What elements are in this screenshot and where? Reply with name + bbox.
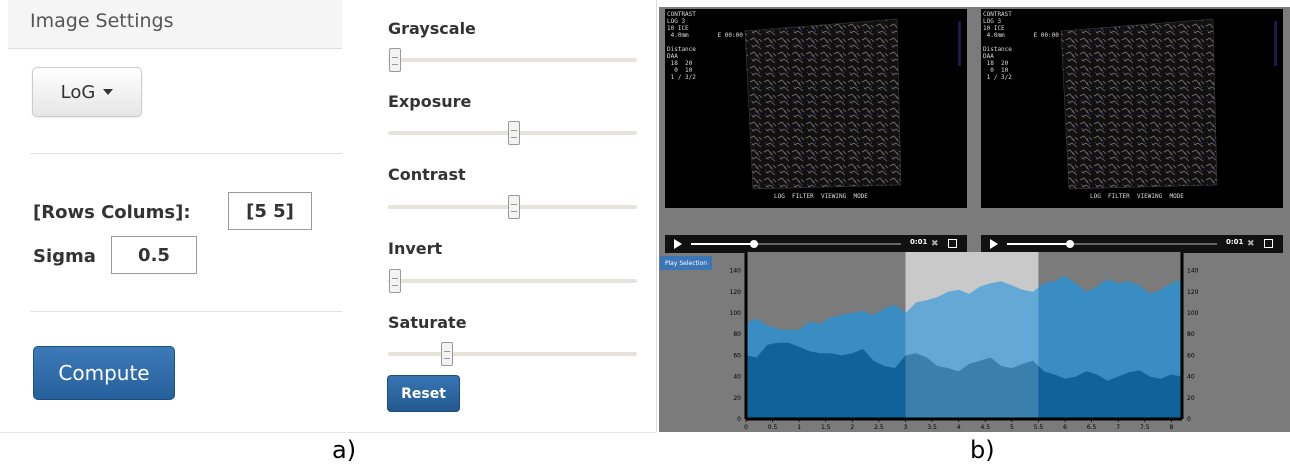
- time-display: 0:01: [1226, 238, 1244, 246]
- saturate-label: Saturate: [388, 313, 467, 332]
- divider: [30, 153, 342, 154]
- y-tick-label-left: 40: [733, 374, 741, 381]
- time-display: 0:01: [910, 238, 928, 246]
- contrast-slider-thumb[interactable]: [507, 195, 520, 219]
- x-tick-label: 3.5: [927, 424, 937, 431]
- play-icon[interactable]: [674, 239, 682, 249]
- seek-fill: [1007, 243, 1070, 245]
- seek-handle[interactable]: [750, 240, 758, 248]
- fullscreen-icon[interactable]: [1264, 239, 1273, 248]
- play-icon[interactable]: [990, 239, 998, 249]
- y-tick-label-right: 80: [1187, 331, 1195, 338]
- overlay-text-left: CONTRAST LOG 3 10 ICE 4.0mm E 00:00 Dist…: [667, 11, 743, 81]
- y-tick-label-right: 20: [1187, 395, 1195, 402]
- compute-button[interactable]: Compute: [33, 346, 175, 400]
- x-tick-label: 7.5: [1140, 424, 1150, 431]
- grayscale-label: Grayscale: [388, 19, 476, 38]
- play-selection-button[interactable]: Play Selection: [660, 256, 712, 270]
- y-tick-label-left: 100: [730, 310, 742, 317]
- sigma-label: Sigma: [33, 246, 96, 267]
- video-left[interactable]: CONTRAST LOG 3 10 ICE 4.0mm E 00:00 Dist…: [665, 9, 967, 208]
- x-tick-label: 0: [744, 424, 748, 431]
- video-controls-right: 0:01 ✖: [981, 235, 1283, 253]
- invert-slider-thumb[interactable]: [389, 269, 401, 293]
- volume-icon[interactable]: ✖: [1247, 239, 1255, 249]
- y-tick-label-right: 40: [1187, 374, 1195, 381]
- ultrasound-image-right: [1060, 18, 1277, 190]
- caption-a: a): [332, 436, 357, 464]
- x-tick-label: 8: [1169, 424, 1173, 431]
- caret-down-icon: [103, 89, 114, 95]
- seek-track[interactable]: [691, 243, 901, 245]
- rows-cols-input[interactable]: [5 5]: [228, 192, 312, 230]
- video-controls-left: 0:01 ✖: [665, 235, 967, 253]
- x-tick-label: 0.5: [768, 424, 778, 431]
- saturate-track[interactable]: [388, 352, 637, 356]
- filter-dropdown-label: LoG: [60, 81, 96, 103]
- y-tick-label-left: 120: [730, 289, 742, 296]
- mode-caption-right: LOG FILTER VIEWING MODE: [1090, 193, 1184, 200]
- settings-header: [8, 0, 342, 49]
- grayscale-slider-thumb[interactable]: [389, 48, 401, 72]
- reset-button[interactable]: Reset: [387, 375, 460, 412]
- y-tick-label-left: 60: [733, 352, 741, 359]
- x-tick-label: 4.5: [980, 424, 990, 431]
- y-tick-label-left: 0: [737, 416, 741, 423]
- invert-track[interactable]: [388, 279, 637, 283]
- y-tick-label-left: 80: [733, 331, 741, 338]
- y-tick-label-left: 140: [730, 268, 742, 275]
- seek-track[interactable]: [1007, 243, 1217, 245]
- x-tick-label: 2: [850, 424, 854, 431]
- panel-divider: [656, 0, 657, 432]
- selection-overlay: [905, 252, 1039, 419]
- y-tick-label-right: 0: [1187, 416, 1191, 423]
- x-tick-label: 4: [957, 424, 961, 431]
- ultrasound-image-left: [744, 18, 961, 190]
- x-tick-label: 5: [1010, 424, 1014, 431]
- y-tick-label-right: 60: [1187, 352, 1195, 359]
- x-tick-label: 5.5: [1034, 424, 1044, 431]
- filter-dropdown[interactable]: LoG: [32, 67, 142, 117]
- series-lower-area: [746, 342, 1182, 419]
- seek-handle[interactable]: [1066, 240, 1074, 248]
- y-tick-label-right: 140: [1187, 268, 1199, 275]
- invert-label: Invert: [388, 239, 443, 258]
- x-tick-label: 3: [904, 424, 908, 431]
- x-tick-label: 6.5: [1087, 424, 1097, 431]
- settings-title: Image Settings: [30, 10, 174, 32]
- mode-caption-left: LOG FILTER VIEWING MODE: [774, 193, 868, 200]
- x-tick-label: 7: [1116, 424, 1120, 431]
- sigma-input[interactable]: 0.5: [111, 236, 197, 274]
- caption-b: b): [970, 436, 995, 464]
- x-tick-label: 6: [1063, 424, 1067, 431]
- contrast-label: Contrast: [388, 165, 466, 184]
- volume-icon[interactable]: ✖: [931, 239, 939, 249]
- grayscale-track[interactable]: [388, 58, 637, 62]
- overlay-text-right: CONTRAST LOG 3 10 ICE 4.0mm E 00:00 Dist…: [983, 11, 1059, 81]
- panel-bottom-line: [0, 432, 657, 433]
- divider: [30, 311, 342, 312]
- x-tick-label: 1: [797, 424, 801, 431]
- y-tick-label-right: 120: [1187, 289, 1199, 296]
- video-right[interactable]: CONTRAST LOG 3 10 ICE 4.0mm E 00:00 Dist…: [981, 9, 1283, 208]
- y-tick-label-left: 20: [733, 395, 741, 402]
- seek-fill: [691, 243, 754, 245]
- y-tick-label-right: 100: [1187, 310, 1199, 317]
- x-tick-label: 2.5: [874, 424, 884, 431]
- exposure-slider-thumb[interactable]: [507, 121, 520, 145]
- saturate-slider-thumb[interactable]: [441, 342, 454, 366]
- x-tick-label: 1.5: [821, 424, 831, 431]
- exposure-label: Exposure: [388, 92, 472, 111]
- fullscreen-icon[interactable]: [948, 239, 957, 248]
- rows-cols-label: [Rows Colums]:: [33, 202, 191, 223]
